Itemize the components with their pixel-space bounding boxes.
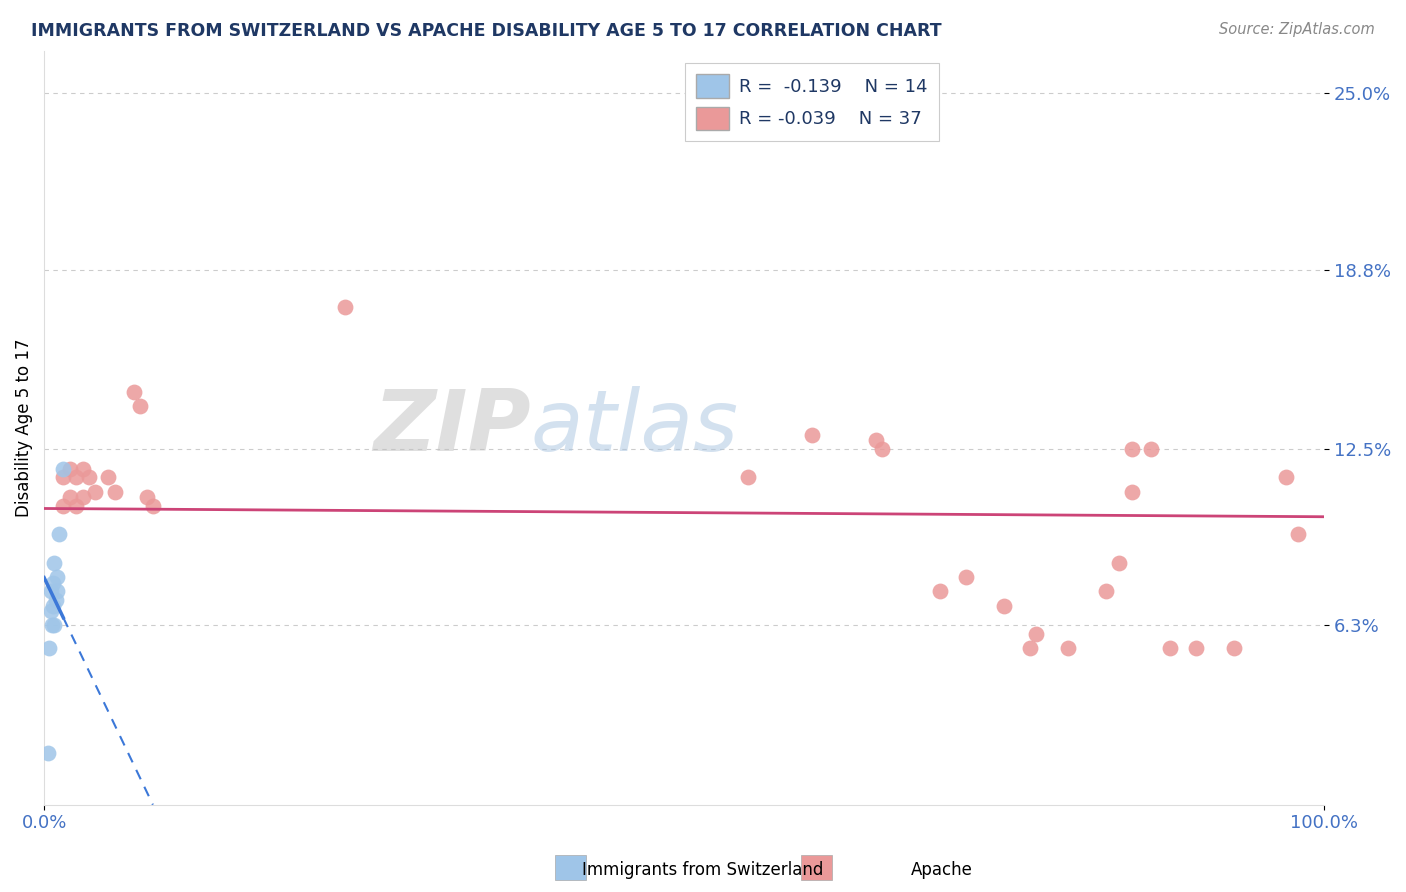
Point [42, 599, 65, 613]
Point [84, 484, 107, 499]
Point [77, 470, 100, 484]
Text: Source: ZipAtlas.com: Source: ZipAtlas.com [1219, 22, 1375, 37]
Point [1121, 442, 1143, 456]
Point [737, 470, 759, 484]
Point [129, 400, 152, 414]
Legend: R =  -0.139    N = 14, R = -0.039    N = 37: R = -0.139 N = 14, R = -0.039 N = 37 [685, 63, 939, 141]
Point [59, 491, 82, 505]
Point [103, 484, 125, 499]
Point [1159, 641, 1181, 656]
Text: atlas: atlas [530, 386, 738, 469]
Point [45, 584, 67, 599]
Point [1185, 641, 1208, 656]
Point [48, 527, 70, 541]
Point [59, 462, 82, 476]
Text: ZIP: ZIP [373, 386, 530, 469]
Point [97, 470, 120, 484]
Point [37, 747, 59, 761]
Point [333, 300, 356, 314]
Text: Immigrants from Switzerland: Immigrants from Switzerland [582, 861, 824, 879]
Point [929, 584, 952, 599]
Point [865, 434, 887, 448]
Point [1095, 584, 1118, 599]
Point [1108, 556, 1130, 570]
Point [1121, 484, 1143, 499]
Point [44, 618, 66, 632]
Point [72, 462, 94, 476]
Point [1018, 641, 1040, 656]
Point [955, 570, 977, 584]
Y-axis label: Disability Age 5 to 17: Disability Age 5 to 17 [15, 338, 32, 517]
Point [1025, 627, 1047, 641]
Point [38, 641, 60, 656]
Point [135, 491, 157, 505]
Text: IMMIGRANTS FROM SWITZERLAND VS APACHE DISABILITY AGE 5 TO 17 CORRELATION CHART: IMMIGRANTS FROM SWITZERLAND VS APACHE DI… [31, 22, 942, 40]
Point [1223, 641, 1246, 656]
Point [45, 592, 67, 607]
Point [52, 462, 75, 476]
Point [72, 491, 94, 505]
Point [39, 604, 62, 618]
Point [1057, 641, 1080, 656]
Point [1140, 442, 1163, 456]
Point [42, 575, 65, 590]
Point [872, 442, 894, 456]
Point [993, 599, 1015, 613]
Point [52, 499, 75, 513]
Point [1274, 470, 1296, 484]
Point [45, 570, 67, 584]
Point [1286, 527, 1309, 541]
Point [142, 499, 165, 513]
Point [122, 385, 145, 400]
Point [801, 427, 824, 442]
Point [44, 556, 66, 570]
Point [39, 584, 62, 599]
Text: Apache: Apache [911, 861, 973, 879]
Point [52, 470, 75, 484]
Point [41, 618, 63, 632]
Point [65, 499, 87, 513]
Point [65, 470, 87, 484]
